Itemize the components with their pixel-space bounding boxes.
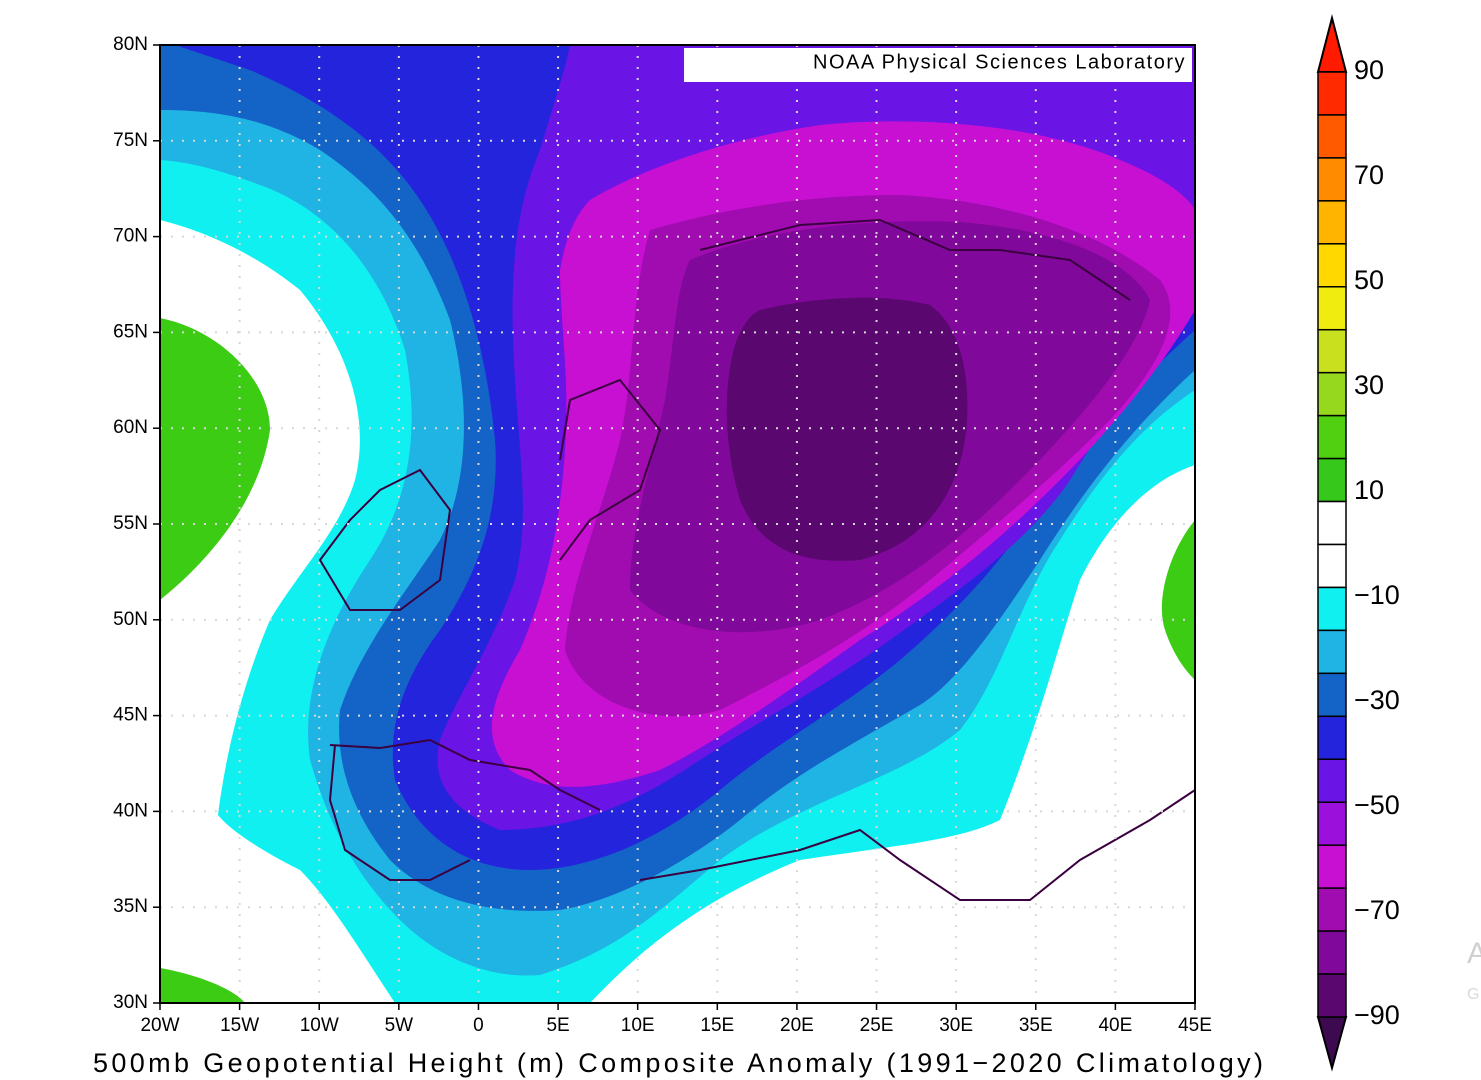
colorbar-segment xyxy=(1317,114,1347,159)
colorbar-segment xyxy=(1317,973,1347,1018)
lon-label: 35E xyxy=(1019,1015,1053,1036)
colorbar-segment xyxy=(1317,629,1347,675)
lat-label: 75N xyxy=(113,130,148,151)
colorbar-label: 30 xyxy=(1354,370,1384,400)
colorbar-label: 50 xyxy=(1354,265,1384,295)
colorbar-label: −50 xyxy=(1354,790,1400,820)
colorbar-segment xyxy=(1317,371,1347,417)
colorbar-segment xyxy=(1317,286,1347,331)
lon-label: 25E xyxy=(860,1015,894,1036)
grid xyxy=(160,45,1195,1003)
colorbar-label: −30 xyxy=(1354,685,1400,715)
lat-label: 30N xyxy=(113,992,148,1013)
colorbar-over xyxy=(1316,14,1348,73)
colorbar-segment xyxy=(1317,457,1347,503)
colorbar-segment xyxy=(1317,586,1347,632)
lon-label: 0 xyxy=(473,1015,484,1036)
colorbar-segment xyxy=(1317,200,1347,245)
lon-label: 5E xyxy=(546,1015,569,1036)
lon-label: 30E xyxy=(939,1015,973,1036)
colorbar-segment xyxy=(1317,672,1347,718)
colorbar-label: −70 xyxy=(1354,895,1400,925)
lon-label: 45E xyxy=(1178,1015,1212,1036)
lat-label: 70N xyxy=(113,226,148,247)
lat-label: 35N xyxy=(113,896,148,917)
colorbar-segment xyxy=(1317,758,1347,803)
colorbar-segment xyxy=(1317,71,1347,116)
colorbar-segment xyxy=(1317,543,1347,589)
colorbar-segment xyxy=(1317,243,1347,288)
lat-label: 65N xyxy=(113,321,148,342)
colorbar: 90 70 50 30 10 −10 −30 −50 −70 −90 xyxy=(1316,14,1400,1072)
colorbar-segment xyxy=(1317,328,1347,374)
lon-label: 20E xyxy=(780,1015,814,1036)
colorbar-label: 10 xyxy=(1354,475,1384,505)
coastline xyxy=(318,218,1195,901)
lat-label: 60N xyxy=(113,417,148,438)
contour-darkest-purple xyxy=(726,297,968,561)
colorbar-label: −90 xyxy=(1354,1000,1400,1030)
colorbar-segment xyxy=(1317,801,1347,846)
colorbar-segment xyxy=(1317,887,1347,932)
colorbar-segment xyxy=(1317,414,1347,460)
caption: 500mb Geopotential Height (m) Composite … xyxy=(93,1048,1263,1078)
colorbar-label: −10 xyxy=(1354,580,1400,610)
lon-label: 10E xyxy=(621,1015,655,1036)
lon-label: 40E xyxy=(1098,1015,1132,1036)
colorbar-segment xyxy=(1317,844,1347,889)
lat-label: 80N xyxy=(113,34,148,55)
lon-label: 15E xyxy=(700,1015,734,1036)
colorbar-segment xyxy=(1317,500,1347,546)
colorbar-segment xyxy=(1317,715,1347,761)
watermark-letter: A xyxy=(1467,937,1481,970)
colorbar-segment xyxy=(1317,930,1347,975)
colorbar-under xyxy=(1316,1016,1348,1072)
lon-label: 10W xyxy=(300,1015,339,1036)
lat-label: 45N xyxy=(113,705,148,726)
lat-label: 50N xyxy=(113,609,148,630)
colorbar-label: 70 xyxy=(1354,160,1384,190)
credit-box xyxy=(684,48,1192,82)
lat-label: 40N xyxy=(113,800,148,821)
colorbar-label: 90 xyxy=(1354,55,1384,85)
lat-label: 55N xyxy=(113,513,148,534)
colorbar-segment xyxy=(1317,157,1347,202)
watermark-letter: G xyxy=(1467,986,1479,1003)
anomaly-map xyxy=(160,45,1195,1003)
lon-label: 20W xyxy=(140,1015,179,1036)
credit: NOAA Physical Sciences Laboratory xyxy=(813,51,1186,73)
lon-label: 5W xyxy=(385,1015,414,1036)
lon-label: 15W xyxy=(220,1015,259,1036)
